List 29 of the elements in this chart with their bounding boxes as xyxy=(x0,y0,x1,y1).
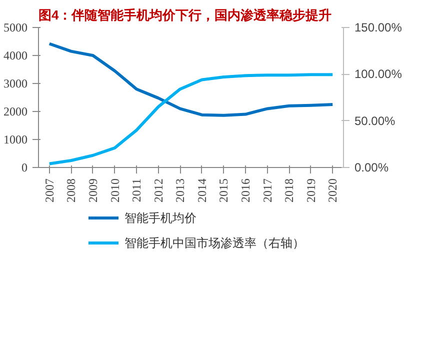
y-tick-label: 4000 xyxy=(4,48,28,62)
legend-label: 智能手机均价 xyxy=(124,211,196,225)
x-tick-label: 2009 xyxy=(86,178,100,202)
line-series xyxy=(48,73,334,166)
y2-tick-label: 150.00% xyxy=(354,20,402,34)
x-tick-label: 2018 xyxy=(282,178,296,202)
chart-title: 图4：伴随智能手机均价下行，国内渗透率稳步提升 xyxy=(38,8,332,22)
x-tick-label: 2014 xyxy=(194,178,209,202)
y2-tick-label: 100.00% xyxy=(354,67,402,82)
x-tick-label: 2015 xyxy=(216,178,231,202)
y2-tick-label: 0.00% xyxy=(354,160,389,174)
y-tick-label: 1000 xyxy=(4,132,28,146)
x-tick-label: 2010 xyxy=(108,178,122,202)
x-tick-label: 2007 xyxy=(42,178,56,202)
y-tick-label: 0 xyxy=(22,160,28,174)
x-tick-label: 2017 xyxy=(260,178,274,202)
y-tick-label: 3000 xyxy=(4,76,28,90)
x-tick-label: 2019 xyxy=(304,178,318,202)
x-tick-label: 2016 xyxy=(238,178,252,202)
x-tick-label: 2012 xyxy=(151,178,166,202)
y2-tick-label: 50.00% xyxy=(354,114,396,128)
x-tick-label: 2013 xyxy=(173,178,188,202)
line-series xyxy=(48,42,334,117)
x-tick-label: 2008 xyxy=(64,178,78,202)
legend-label: 智能手机中国市场渗透率（右轴） xyxy=(124,236,304,250)
y-tick-label: 5000 xyxy=(4,20,28,34)
x-tick-label: 2020 xyxy=(326,178,340,202)
y-tick-label: 2000 xyxy=(4,104,28,118)
x-tick-label: 2011 xyxy=(130,178,144,202)
